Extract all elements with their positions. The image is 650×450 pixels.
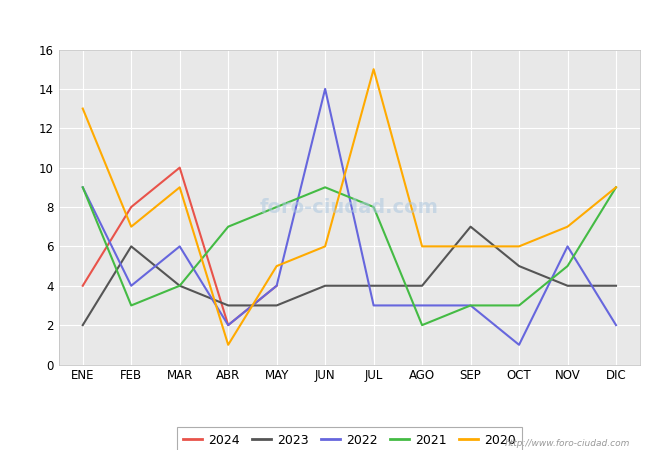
Text: http://www.foro-ciudad.com: http://www.foro-ciudad.com bbox=[505, 439, 630, 448]
Text: Matriculaciones de Vehiculos en Eskoriatza: Matriculaciones de Vehiculos en Eskoriat… bbox=[131, 11, 519, 29]
Text: foro-ciudad.com: foro-ciudad.com bbox=[260, 198, 439, 216]
Legend: 2024, 2023, 2022, 2021, 2020: 2024, 2023, 2022, 2021, 2020 bbox=[177, 427, 522, 450]
